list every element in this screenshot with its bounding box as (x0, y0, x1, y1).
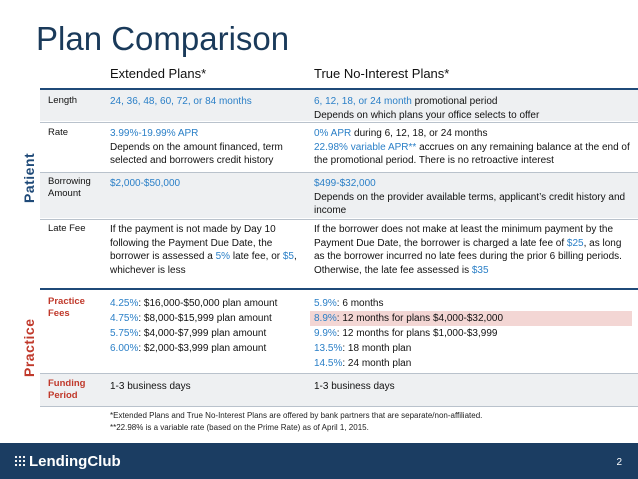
late-fee-no-interest-amount: $35 (471, 264, 489, 276)
row-label-practice-fees: Practice Fees (48, 296, 85, 319)
late-fee-no-interest-amount: $25 (566, 237, 584, 249)
logo-text: LendingClub (29, 453, 121, 470)
fee-text: : 24 month plan (342, 358, 412, 369)
rate-variable-apr: 22.98% variable APR** (314, 141, 417, 153)
late-fee-no-interest-text: If the borrower does not make at least t… (314, 224, 614, 249)
rate-extended: 3.99%-19.99% APR Depends on the amount f… (110, 127, 306, 168)
fee-text: : 18 month plan (342, 343, 412, 354)
page-number: 2 (616, 457, 622, 468)
fee-text: : $2,000-$3,999 plan amount (138, 343, 267, 354)
late-fee-extended-text: , whichever is less (110, 251, 297, 276)
length-no-interest-note: Depends on which plans your office selec… (314, 109, 540, 121)
list-item: 4.25%: $16,000-$50,000 plan amount (110, 296, 306, 311)
fee-text: : 6 months (336, 298, 384, 309)
list-item: 14.5%: 24 month plan (314, 356, 634, 371)
length-no-interest-text: promotional period (411, 96, 498, 107)
row-label-rate: Rate (48, 127, 69, 138)
practice-fees-no-interest: 5.9%: 6 months 8.9%: 12 months for plans… (310, 296, 634, 371)
fee-pct: 5.75% (110, 328, 139, 339)
row-label-length: Length (48, 95, 78, 106)
late-fee-no-interest-text: , as long as the borrower incurred no la… (314, 237, 622, 276)
fee-text: : 12 months for plans $4,000-$32,000 (336, 313, 504, 324)
list-item: 5.75%: $4,000-$7,999 plan amount (110, 326, 306, 341)
late-fee-extended-pct: 5% (215, 251, 231, 262)
page-title: Plan Comparison (36, 20, 290, 57)
fee-pct: 9.9% (314, 328, 337, 339)
late-fee-extended-text: late fee, or (230, 251, 283, 262)
late-fee-no-interest: If the borrower does not make at least t… (314, 223, 634, 277)
rate-no-interest: 0% APR during 6, 12, 18, or 24 months 22… (314, 127, 634, 168)
footer-bar (0, 443, 638, 479)
logo-grid-icon (14, 455, 26, 467)
column-header-no-interest: True No-Interest Plans* (314, 66, 450, 81)
list-item: 13.5%: 18 month plan (314, 341, 634, 356)
fee-pct: 13.5% (314, 343, 343, 354)
row-divider (40, 406, 638, 407)
length-no-interest: 6, 12, 18, or 24 month promotional perio… (314, 95, 634, 122)
row-label-late-fee: Late Fee (48, 223, 86, 234)
length-extended: 24, 36, 48, 60, 72, or 84 months (110, 96, 252, 107)
list-item: 6.00%: $2,000-$3,999 plan amount (110, 341, 306, 356)
list-item-highlighted: 8.9%: 12 months for plans $4,000-$32,000 (310, 311, 632, 326)
fee-text: : $4,000-$7,999 plan amount (138, 328, 267, 339)
rate-no-interest-text2: accrues on any remaining balance at the … (314, 141, 630, 167)
list-item: 9.9%: 12 months for plans $1,000-$3,999 (314, 326, 634, 341)
funding-no-interest: 1-3 business days (314, 381, 395, 392)
row-divider (40, 219, 638, 220)
length-no-interest-months: 6, 12, 18, or 24 month (314, 96, 412, 107)
lendingclub-logo: LendingClub (14, 453, 121, 470)
table-row-borrowing (40, 173, 638, 218)
list-item: 5.9%: 6 months (314, 296, 634, 311)
section-label-practice: Practice (21, 318, 37, 377)
footnote-2: **22.98% is a variable rate (based on th… (110, 423, 369, 432)
borrowing-no-interest-note: Depends on the provider available terms,… (314, 191, 626, 217)
column-header-extended: Extended Plans* (110, 66, 207, 81)
fee-text: : 12 months for plans $1,000-$3,999 (336, 328, 498, 339)
fee-pct: 8.9% (314, 313, 337, 324)
footnote-1: *Extended Plans and True No-Interest Pla… (110, 411, 483, 420)
fee-pct: 4.75% (110, 313, 139, 324)
rate-no-interest-apr: 0% APR (314, 128, 352, 139)
fee-pct: 4.25% (110, 298, 139, 309)
borrowing-no-interest-range: $499-$32,000 (314, 178, 376, 189)
fee-pct: 5.9% (314, 298, 337, 309)
header-divider (40, 88, 638, 90)
table-row-length (40, 90, 638, 121)
fee-pct: 6.00% (110, 343, 139, 354)
borrowing-extended: $2,000-$50,000 (110, 178, 181, 189)
section-divider (40, 288, 638, 290)
row-divider (40, 373, 638, 374)
late-fee-extended: If the payment is not made by Day 10 fol… (110, 223, 306, 277)
borrowing-no-interest: $499-$32,000 Depends on the provider ava… (314, 177, 634, 218)
list-item: 4.75%: $8,000-$15,999 plan amount (110, 311, 306, 326)
section-label-patient: Patient (21, 152, 37, 203)
row-label-borrowing: Borrowing Amount (48, 176, 91, 199)
funding-extended: 1-3 business days (110, 381, 191, 392)
row-label-funding-period: Funding Period (48, 378, 86, 401)
fee-text: : $8,000-$15,999 plan amount (138, 313, 272, 324)
row-divider (40, 122, 638, 123)
fee-pct: 14.5% (314, 358, 343, 369)
row-divider (40, 172, 638, 173)
rate-extended-note: Depends on the amount financed, term sel… (110, 141, 283, 167)
rate-no-interest-text1: during 6, 12, 18, or 24 months (351, 128, 488, 139)
late-fee-extended-amount: $5 (282, 251, 294, 262)
rate-extended-apr: 3.99%-19.99% APR (110, 128, 199, 139)
fee-text: : $16,000-$50,000 plan amount (138, 298, 278, 309)
late-fee-extended-text: If the payment is not made by Day 10 fol… (110, 224, 276, 262)
table-row-funding (40, 374, 638, 406)
practice-fees-extended: 4.25%: $16,000-$50,000 plan amount 4.75%… (110, 296, 306, 356)
